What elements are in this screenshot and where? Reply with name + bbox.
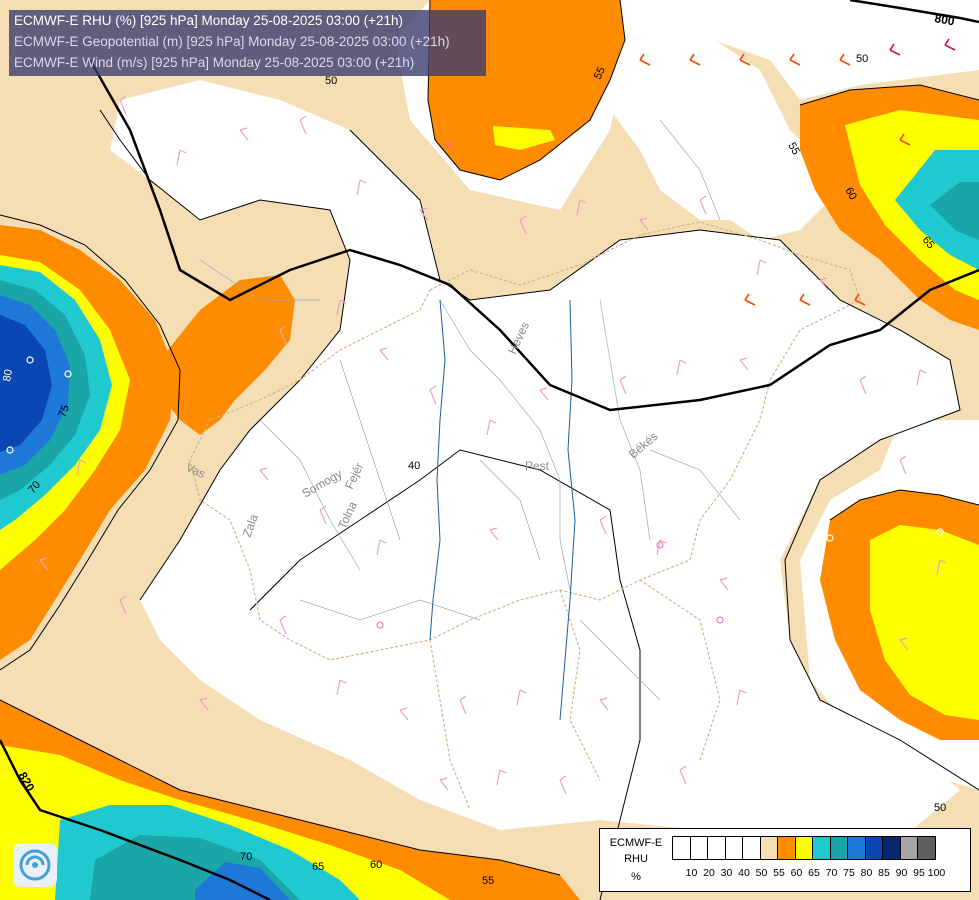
title-rhu: ECMWF-E RHU (%) [925 hPa] Monday 25-08-2…	[14, 13, 404, 28]
title-geopotential: ECMWF-E Geopotential (m) [925 hPa] Monda…	[14, 34, 450, 49]
contour-label-50-top: 50	[856, 53, 868, 65]
geopotential-label-800: 800	[933, 11, 955, 28]
contour-label-60-east: 60	[842, 186, 859, 203]
contour-label-70-south: 70	[240, 851, 252, 863]
legend-variable: RHU	[624, 853, 648, 865]
legend-tick-label: 75	[843, 867, 855, 879]
legend-swatch	[829, 836, 848, 860]
legend-swatches	[672, 836, 936, 860]
legend-swatch	[689, 836, 708, 860]
region-label-pest: Pest	[525, 459, 550, 473]
legend-tick-label: 50	[755, 867, 768, 879]
legend-tick-label: 10	[685, 867, 698, 879]
contour-label-55-top: 55	[592, 65, 608, 81]
legend-tick-label: 30	[720, 867, 733, 879]
legend-tick-label: 95	[913, 867, 925, 879]
contour-label-65-south: 65	[312, 861, 324, 873]
contour-label-80-west: 80	[1, 368, 15, 382]
legend-tick-label: 100	[927, 867, 946, 879]
rhu-legend: ECMWF-E RHU % 10 20 30 40 50 55 60 65 70 75 80 85 90…	[599, 828, 971, 892]
legend-swatch	[724, 836, 743, 860]
contour-label-50-nw: 50	[325, 75, 337, 87]
weather-swirl-icon	[13, 843, 57, 887]
legend-swatch	[672, 836, 691, 860]
contour-label-55-south: 55	[482, 875, 494, 887]
legend-tick-label: 80	[860, 867, 873, 879]
legend-swatch	[777, 836, 796, 860]
legend-tick-label: 20	[703, 867, 715, 879]
contour-label-40: 40	[408, 460, 420, 472]
contour-label-50-bottom: 50	[934, 802, 946, 814]
contour-label-55-east: 55	[785, 141, 802, 158]
legend-swatch	[847, 836, 866, 860]
contour-label-60-south: 60	[370, 859, 382, 871]
legend-swatch	[899, 836, 918, 860]
legend-unit: %	[631, 871, 641, 883]
legend-swatch	[707, 836, 726, 860]
legend-tick-label: 85	[878, 867, 890, 879]
legend-tick-label: 65	[808, 867, 820, 879]
contour-label-75-west: 75	[57, 403, 72, 419]
legend-tick-label: 90	[895, 867, 908, 879]
legend-tick-label: 40	[738, 867, 750, 879]
title-wind: ECMWF-E Wind (m/s) [925 hPa] Monday 25-0…	[14, 55, 415, 70]
legend-swatch	[812, 836, 831, 860]
legend-tick-label: 70	[825, 867, 838, 879]
legend-swatch	[759, 836, 778, 860]
legend-swatch	[917, 836, 936, 860]
legend-swatch	[882, 836, 901, 860]
legend-swatch	[742, 836, 761, 860]
legend-tick-label: 60	[790, 867, 803, 879]
map-title-box: ECMWF-E RHU (%) [925 hPa] Monday 25-08-2…	[9, 10, 486, 76]
legend-swatch	[794, 836, 813, 860]
legend-model: ECMWF-E	[609, 837, 663, 849]
legend-swatch	[864, 836, 883, 860]
legend-tick-label: 55	[773, 867, 785, 879]
